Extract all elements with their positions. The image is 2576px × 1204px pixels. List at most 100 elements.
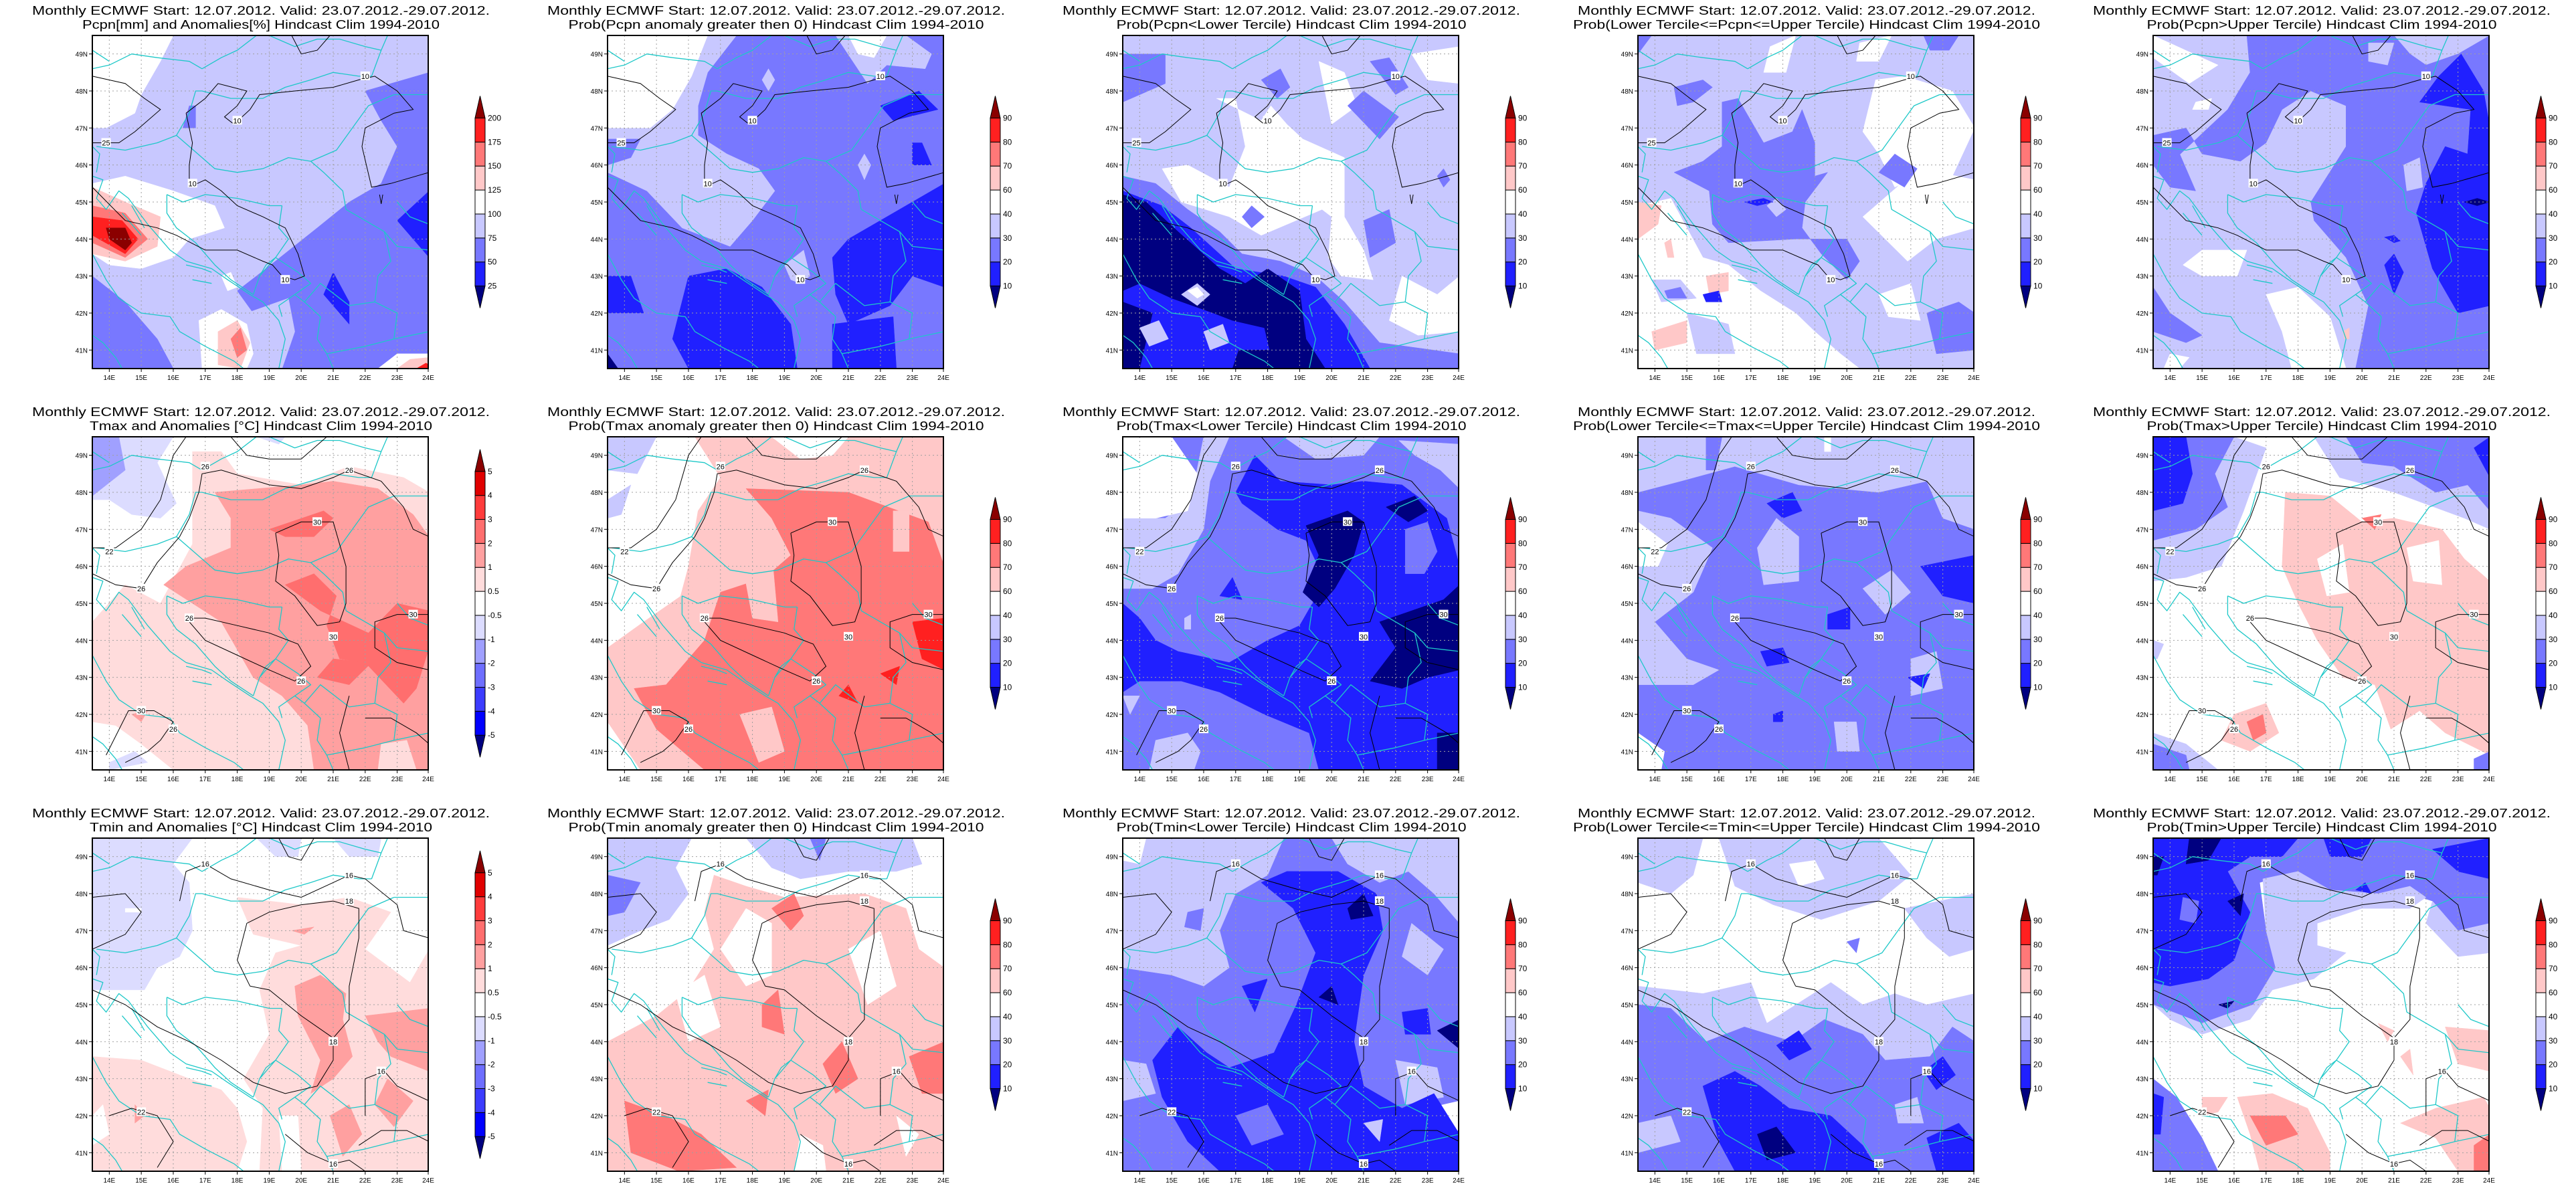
- lat-tick-label: 46N: [1621, 965, 1633, 973]
- country-border: [682, 194, 798, 207]
- contour-line: [1651, 710, 1720, 763]
- shaded-area: [163, 481, 428, 770]
- colorbar-box: [2020, 615, 2031, 640]
- colorbar-label: 80: [1003, 940, 1012, 949]
- lon-tick-label: 23E: [2452, 776, 2464, 783]
- contour-label-bg: [376, 1066, 386, 1076]
- colorbar-box: [474, 1040, 486, 1066]
- country-border: [704, 547, 778, 575]
- contour-label-bg: [1263, 116, 1273, 125]
- country-border: [681, 194, 769, 295]
- colorbar-label: 10: [2549, 682, 2558, 692]
- contour-label: 30: [1875, 633, 1883, 641]
- lon-tick-label: 20E: [1841, 1177, 1853, 1185]
- contour-label-bg: [329, 1037, 339, 1046]
- colorbar-box: [2535, 591, 2547, 616]
- country-border: [2371, 562, 2407, 611]
- contour-label: 16: [1747, 861, 1755, 869]
- country-border: [1920, 702, 1944, 740]
- colorbar-box: [1505, 118, 1516, 142]
- country-border: [2330, 437, 2442, 452]
- country-border: [92, 577, 286, 770]
- colorbar-box: [474, 920, 486, 945]
- lon-tick-label: 24E: [1968, 1177, 1980, 1185]
- shaded-area: [2183, 249, 2247, 276]
- contour-label: 10: [704, 180, 712, 188]
- country-border: [310, 94, 395, 162]
- contour-label: 30: [2390, 633, 2398, 641]
- country-border: [774, 257, 827, 317]
- lat-tick-label: 43N: [1621, 675, 1633, 682]
- contour-label: 22: [620, 548, 628, 557]
- colorbar-label: -3: [488, 682, 495, 692]
- lon-tick-label: 21E: [842, 375, 854, 382]
- country-border: [707, 279, 727, 284]
- country-border: [259, 257, 312, 317]
- country-border: [310, 562, 347, 611]
- lat-tick-label: 41N: [1106, 748, 1118, 756]
- colorbar-label: 80: [1518, 137, 1528, 146]
- colorbar-label: 3: [488, 916, 492, 926]
- contour-line: [1404, 614, 1459, 670]
- contour-label-bg: [2373, 517, 2383, 526]
- lon-tick-label: 22E: [1905, 1177, 1917, 1185]
- contour-label: 16: [860, 872, 868, 880]
- country-border: [1638, 175, 1831, 369]
- country-border: [608, 577, 801, 770]
- contour-label-bg: [1131, 138, 1141, 147]
- contour-label: 30: [1439, 611, 1447, 619]
- country-border: [2246, 1067, 2273, 1076]
- country-border: [777, 558, 826, 571]
- colorbar-box: [990, 639, 1001, 664]
- contour-line: [1136, 710, 1204, 763]
- contour-label: 25: [617, 139, 625, 147]
- country-border: [717, 874, 887, 902]
- lon-tick-label: 15E: [1681, 1177, 1693, 1185]
- lat-tick-label: 46N: [1106, 965, 1118, 973]
- country-border: [1738, 680, 1758, 686]
- country-border: [122, 1015, 142, 1039]
- country-border: [1404, 1104, 1429, 1142]
- shaded-area: [2153, 287, 2203, 343]
- lat-tick-label: 45N: [76, 1002, 88, 1009]
- lat-tick-label: 47N: [1621, 125, 1633, 132]
- country-border: [608, 547, 616, 574]
- shaded-area: [893, 510, 910, 552]
- shaded-area: [634, 488, 943, 770]
- contour-label-bg: [136, 706, 147, 715]
- lon-tick-label: 19E: [1809, 375, 1821, 382]
- lon-tick-label: 18E: [2292, 1177, 2304, 1185]
- country-border: [608, 254, 759, 369]
- shaded-area: [329, 1104, 363, 1157]
- colorbar-label: 20: [1518, 1060, 1528, 1070]
- colorbar-box: [474, 992, 486, 1017]
- shaded-area: [1242, 205, 1265, 228]
- lat-tick-label: 49N: [2136, 854, 2148, 862]
- lon-tick-label: 20E: [1841, 375, 1853, 382]
- country-border: [1734, 547, 1809, 575]
- colorbar-arrow-bottom: [1505, 285, 1516, 308]
- lat-tick-label: 48N: [1106, 88, 1118, 96]
- colorbar-label: 10: [1518, 682, 1528, 692]
- country-border: [889, 702, 913, 740]
- lon-tick-label: 18E: [747, 776, 759, 783]
- lon-tick-label: 23E: [1422, 1177, 1434, 1185]
- contour-label: 26: [812, 678, 820, 686]
- country-border: [1289, 658, 1342, 718]
- lat-tick-label: 41N: [591, 347, 603, 355]
- colorbar-label: 80: [1003, 137, 1012, 146]
- country-border: [1127, 536, 1220, 553]
- colorbar-box: [2020, 118, 2031, 142]
- lat-tick-label: 45N: [591, 1002, 603, 1009]
- contour-label-bg: [1167, 706, 1177, 715]
- contour-label-bg: [1218, 179, 1228, 188]
- contour-label: 30: [313, 518, 321, 526]
- country-border: [826, 562, 862, 611]
- contour-label: 26: [717, 463, 725, 471]
- country-border: [2157, 536, 2251, 553]
- lat-tick-label: 43N: [1106, 675, 1118, 682]
- contour-line: [1267, 900, 1390, 1039]
- colorbar-box: [990, 663, 1001, 688]
